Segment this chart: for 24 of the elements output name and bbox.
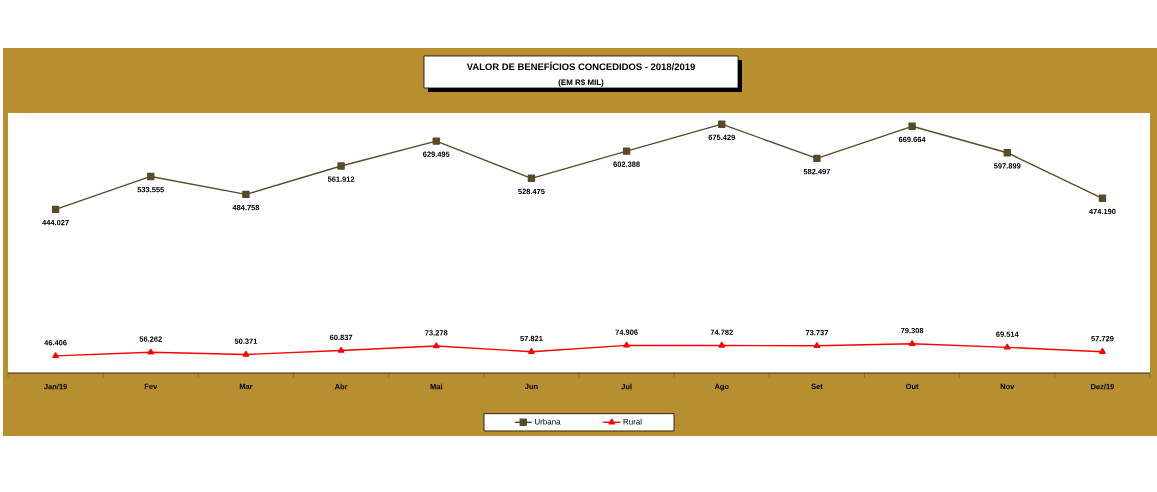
point: [242, 190, 250, 199]
point: [1099, 348, 1106, 354]
point: [242, 350, 250, 357]
point: [623, 341, 630, 348]
point: [813, 154, 821, 163]
point: [52, 352, 59, 359]
point: [432, 342, 440, 349]
point: [337, 346, 345, 353]
point: [1003, 343, 1011, 350]
chart-title: VALOR DE BENEFÍCIOS CONCEDIDOS - 2018/2019: [466, 61, 695, 71]
point: [908, 122, 916, 130]
point: [718, 120, 726, 128]
point: [527, 174, 536, 183]
point: [528, 347, 535, 354]
point: [813, 342, 821, 349]
point: [1098, 194, 1107, 203]
point: [432, 137, 440, 145]
point: [51, 205, 60, 214]
point: [908, 340, 916, 346]
point: [718, 341, 726, 348]
point: [1003, 149, 1011, 157]
point: [147, 172, 155, 181]
point: [337, 162, 345, 170]
point: [622, 147, 631, 155]
